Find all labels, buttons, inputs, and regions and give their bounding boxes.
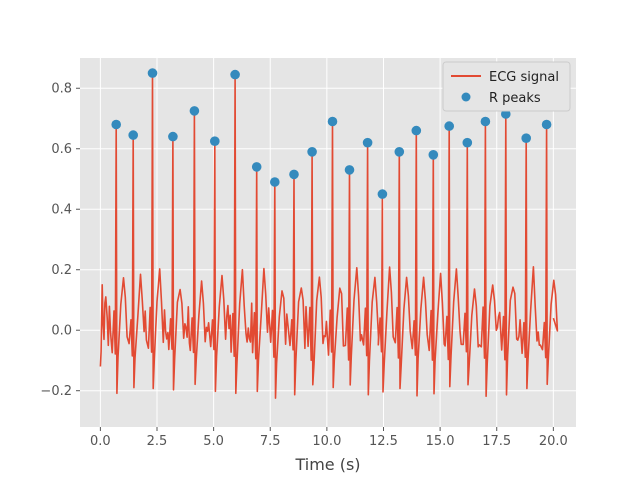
y-tick-label: 0.2 — [51, 263, 72, 278]
r-peak-point — [230, 69, 240, 80]
r-peak-point — [189, 106, 200, 116]
r-peak-point — [480, 116, 491, 127]
r-peak-point — [428, 150, 439, 160]
y-tick-label: −0.2 — [40, 384, 72, 399]
r-peak-point — [444, 121, 455, 131]
x-tick-label: 10.0 — [312, 434, 341, 449]
y-tick-label: 0.0 — [51, 324, 72, 339]
r-peak-point — [327, 116, 338, 127]
r-peaks-layer — [111, 68, 552, 199]
r-peak-point — [462, 137, 473, 148]
r-peak-point — [377, 189, 388, 199]
r-peak-point — [210, 136, 220, 146]
x-tick-label: 5.0 — [203, 434, 224, 449]
r-peak-point — [147, 68, 158, 78]
r-peak-point — [270, 177, 280, 187]
x-tick-label: 0.0 — [90, 434, 111, 449]
x-axis-ticks: 0.0 2.5 5.0 7.5 10.0 12.5 15.0 17.5 20.0 — [90, 427, 568, 449]
r-peak-point — [168, 131, 178, 142]
legend-marker-swatch — [461, 92, 471, 102]
grid-lines — [80, 58, 576, 427]
x-axis-label: Time (s) — [294, 455, 360, 474]
y-tick-label: 0.8 — [51, 82, 72, 97]
x-tick-label: 15.0 — [426, 434, 455, 449]
x-tick-label: 7.5 — [260, 434, 281, 449]
legend: ECG signal R peaks — [442, 61, 571, 112]
legend-label-ecg-signal: ECG signal — [489, 70, 559, 85]
ecg-signal-line — [99, 72, 559, 399]
x-tick-label: 2.5 — [147, 434, 168, 449]
x-tick-label: 20.0 — [539, 434, 568, 449]
x-tick-label: 12.5 — [369, 434, 398, 449]
legend-label-r-peaks: R peaks — [489, 91, 541, 106]
ecg-signal-layer — [99, 72, 559, 399]
legend-box — [442, 61, 571, 112]
r-peak-point — [111, 119, 121, 130]
r-peak-point — [541, 119, 552, 130]
r-peak-point — [362, 137, 373, 148]
r-peak-point — [289, 169, 299, 180]
r-peak-point — [307, 147, 317, 157]
r-peak-point — [344, 165, 355, 175]
r-peak-point — [251, 162, 262, 172]
x-tick-label: 17.5 — [482, 434, 511, 449]
r-peak-point — [128, 130, 138, 140]
plot-background — [80, 58, 576, 427]
r-peak-point — [521, 133, 531, 143]
y-axis-ticks: −0.2 0.0 0.2 0.4 0.6 0.8 — [40, 82, 80, 399]
r-peak-point — [411, 125, 422, 136]
y-tick-label: 0.4 — [51, 203, 72, 218]
r-peak-point — [501, 109, 511, 119]
r-peak-point — [394, 147, 405, 157]
y-tick-label: 0.6 — [51, 142, 72, 157]
